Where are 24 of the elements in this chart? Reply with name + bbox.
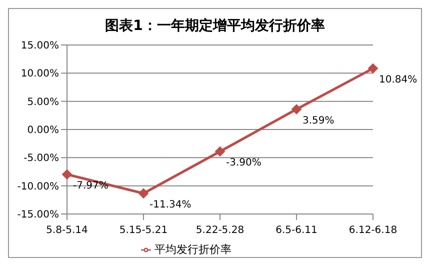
y-tick-label: 15.00%	[20, 40, 59, 52]
x-tick-label: 6.12-6.18	[348, 225, 398, 236]
data-label: -7.97%	[73, 180, 108, 192]
x-tick-label: 6.5-6.11	[276, 225, 318, 236]
data-label: -3.90%	[226, 157, 262, 168]
legend-label: 平均发行折价率	[154, 243, 232, 256]
point	[368, 63, 378, 74]
y-tick-label: -5.00%	[24, 153, 59, 164]
point	[138, 188, 148, 198]
point	[62, 169, 72, 180]
point	[215, 146, 225, 156]
data-label: 10.84%	[379, 74, 418, 86]
x-tick-label: 5.15-5.21	[119, 225, 168, 236]
y-tick-label: -15.00%	[17, 210, 59, 221]
data-label: 3.59%	[302, 115, 334, 126]
y-tick-label: 5.00%	[27, 96, 59, 108]
x-tick-label: 5.22-5.28	[196, 225, 244, 236]
y-tick-label: 0.00%	[27, 125, 59, 136]
y-tick-label: -10.00%	[17, 181, 59, 192]
point	[292, 104, 302, 114]
y-tick-label: 10.00%	[20, 68, 59, 80]
x-tick-label: 5.8-5.14	[46, 225, 88, 236]
chart-title: 图表1：一年期定增平均发行折价率	[104, 16, 326, 36]
data-label: -11.34%	[150, 199, 192, 210]
